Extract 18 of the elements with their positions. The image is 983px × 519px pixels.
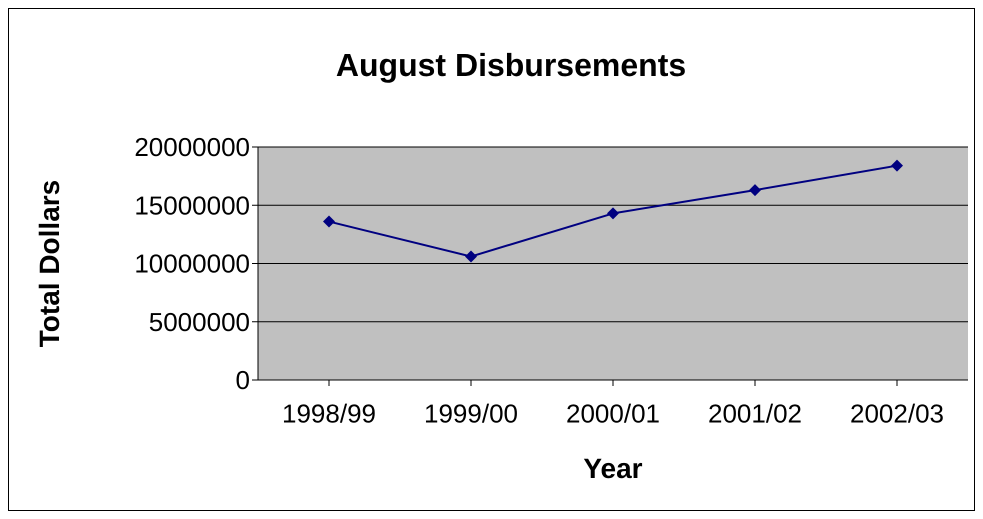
y-tick-label: 0 xyxy=(236,365,250,396)
x-axis-title: Year xyxy=(583,453,643,484)
x-tick-label: 2000/01 xyxy=(566,398,660,428)
x-tick-label: 1998/99 xyxy=(282,398,376,428)
y-axis-title: Total Dollars xyxy=(34,180,65,348)
y-tick-label: 15000000 xyxy=(134,190,250,220)
point xyxy=(465,250,477,263)
point xyxy=(891,160,903,172)
y-tick-label: 20000000 xyxy=(134,132,250,162)
x-tick-label: 2002/03 xyxy=(850,398,944,428)
chart-title: August Disbursements xyxy=(334,47,688,84)
point xyxy=(749,184,761,196)
point xyxy=(607,207,619,220)
point xyxy=(323,216,335,228)
x-tick-label: 1999/00 xyxy=(424,398,518,428)
y-tick-label: 10000000 xyxy=(134,248,250,279)
x-tick-label: 2001/02 xyxy=(708,398,802,428)
y-tick-label: 5000000 xyxy=(148,306,250,337)
